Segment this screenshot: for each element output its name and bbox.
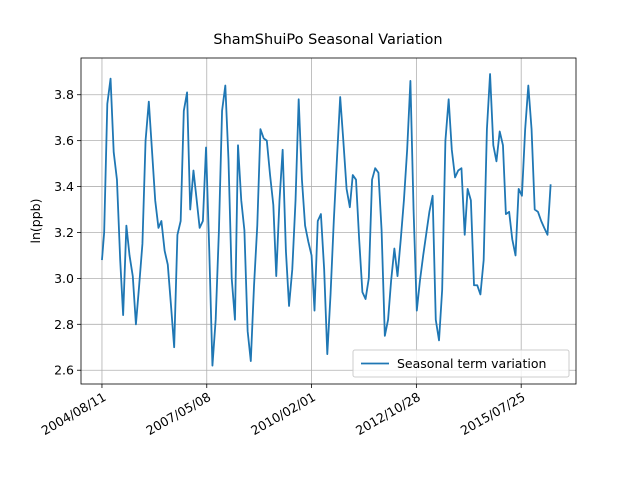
y-tick-label: 3.2	[54, 225, 74, 240]
data-line	[101, 73, 552, 367]
y-tick-label: 3.8	[54, 87, 74, 102]
y-tick-label: 2.8	[54, 317, 74, 332]
y-tick-label: 3.0	[54, 271, 74, 286]
y-tick-label: 2.6	[54, 363, 74, 378]
legend-box	[352, 349, 570, 378]
y-tick-label: 3.4	[54, 179, 74, 194]
legend: Seasonal term variation	[352, 349, 570, 378]
axes-frame	[80, 57, 577, 385]
legend-label: Seasonal term variation	[397, 356, 546, 371]
y-tick-label: 3.6	[54, 133, 74, 148]
y-axis-label: ln(ppb)	[28, 199, 43, 244]
chart-title: ShamShuiPo Seasonal Variation	[213, 32, 442, 48]
